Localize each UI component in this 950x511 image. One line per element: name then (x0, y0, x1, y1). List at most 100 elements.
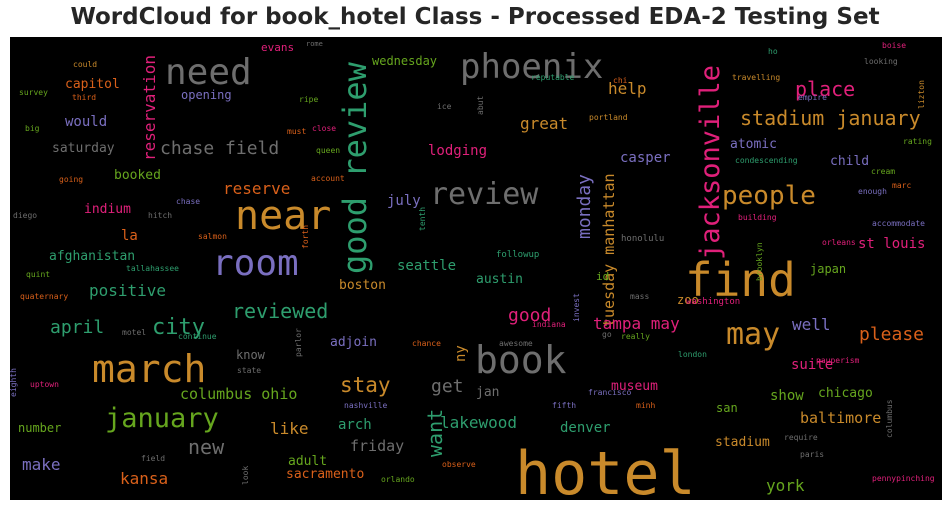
word-phoenix: phoenix (460, 47, 603, 87)
word-go: go (602, 330, 612, 339)
word-well: well (792, 315, 831, 334)
word-adjoin: adjoin (330, 335, 377, 350)
word-stay: stay (340, 373, 391, 397)
word-suite: suite (791, 357, 833, 373)
word-parlor: parlor (294, 328, 303, 357)
word-stadium-january: stadium january (740, 106, 921, 130)
word-new: new (188, 435, 225, 459)
word-april: april (50, 317, 104, 338)
word-lakewood: lakewood (440, 413, 517, 432)
word-followup: followup (496, 250, 539, 260)
word-chi: chi (613, 76, 628, 85)
word-francisco: francisco (588, 388, 632, 397)
word-city: city (152, 315, 205, 340)
word-looking: looking (864, 57, 898, 66)
word-rome: rome (306, 40, 323, 48)
word-evans: evans (261, 41, 294, 54)
word-hotel: hotel (515, 439, 696, 500)
word-honolulu: honolulu (621, 234, 664, 244)
word-condescending: condescending (735, 156, 798, 165)
word-jacksonville: jacksonville (695, 65, 726, 260)
chart-title: WordCloud for book_hotel Class - Process… (70, 4, 880, 30)
word-ny: ny (453, 345, 469, 362)
word-saturday: saturday (52, 141, 115, 156)
word-adult: adult (288, 454, 327, 469)
word-good-review: good review (336, 61, 374, 274)
word-please: please (859, 324, 924, 345)
word-may: may (726, 317, 780, 352)
word-queen: queen (316, 146, 340, 155)
word-portland: portland (589, 113, 628, 122)
word-continue: continue (178, 332, 217, 341)
word-would: would (65, 114, 107, 130)
word-enough: enough (858, 187, 887, 196)
word-abut: abut (476, 96, 485, 115)
word-awesome: awesome (499, 339, 533, 348)
word-london: london (678, 350, 707, 359)
word-know: know (236, 348, 266, 362)
word-july: july (387, 193, 421, 209)
word-near: near (235, 193, 331, 239)
word-ice: ice (437, 102, 452, 111)
word-march: march (92, 347, 206, 391)
word-la: la (121, 228, 138, 244)
word-pauperism: pauperism (816, 356, 860, 365)
word-help: help (608, 79, 647, 98)
word-like: like (270, 419, 309, 438)
word-salmon: salmon (198, 232, 227, 241)
word-denver: denver (560, 420, 611, 436)
word-arch: arch (338, 417, 372, 433)
word-show: show (770, 388, 804, 404)
word-stadium: stadium (715, 435, 770, 450)
word-empire: empire (798, 93, 827, 102)
word-museum: museum (611, 379, 658, 394)
word-field: field (141, 454, 165, 463)
word-positive: positive (89, 281, 166, 300)
word-york: york (766, 476, 805, 495)
word-tenth: tenth (418, 207, 427, 231)
word-state: state (237, 366, 261, 375)
word-reservation: reservation (140, 55, 159, 161)
word-marc: marc (892, 181, 911, 190)
word-january: january (105, 403, 219, 434)
word-chance: chance (412, 339, 441, 348)
word-brooklyn: brooklyn (755, 242, 764, 281)
word-forth: forth (301, 225, 310, 249)
word-indium: indium (84, 202, 131, 217)
word-capitol: capitol (65, 77, 120, 92)
word-could: could (73, 60, 97, 69)
word-seattle: seattle (397, 258, 456, 274)
word-tallahassee: tallahassee (126, 264, 179, 273)
word-travelling: travelling (732, 73, 780, 82)
word-book: book (475, 338, 567, 382)
word-great: great (520, 114, 568, 133)
word-rating: rating (903, 137, 932, 146)
word-lodging: lodging (428, 143, 487, 159)
word-really: really (621, 332, 650, 341)
word-indiana: indiana (532, 320, 566, 329)
word-sacramento: sacramento (286, 467, 364, 482)
word-tampa-may: tampa may (593, 314, 680, 333)
word-uptown: uptown (30, 380, 59, 389)
word-columbus-ohio: columbus ohio (180, 385, 297, 403)
word-booked: booked (114, 168, 161, 183)
word-afghanistan: afghanistan (49, 249, 135, 264)
word-nashville: nashville (344, 401, 388, 410)
word-wednesday: wednesday (372, 54, 437, 68)
word-cream: cream (871, 167, 895, 176)
word-reputable: reputable (531, 73, 575, 82)
word-make: make (22, 455, 61, 474)
word-reviewed: reviewed (232, 299, 328, 323)
word-child: child (830, 154, 869, 169)
word-good: good (508, 305, 551, 326)
word-need: need (165, 52, 252, 93)
word-boston: boston (339, 278, 386, 293)
word-friday: friday (350, 437, 404, 455)
word-ho: ho (768, 47, 778, 56)
word-boise: boise (882, 41, 906, 50)
word-mass: mass (630, 292, 649, 301)
word-japan: japan (810, 262, 846, 276)
word-get: get (431, 376, 464, 397)
word-kansa: kansa (120, 469, 168, 488)
